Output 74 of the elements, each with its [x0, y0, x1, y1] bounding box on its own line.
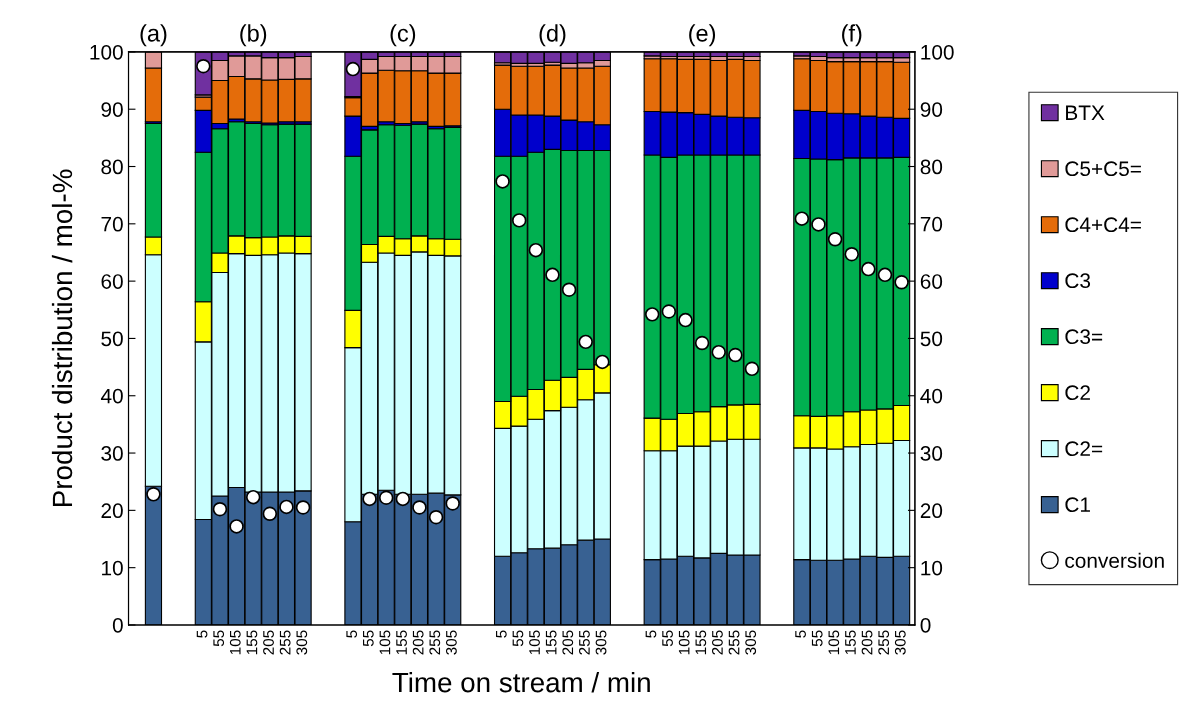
- text: (e): [689, 24, 716, 47]
- y-tick-label: 80: [101, 159, 123, 175]
- y2-tick-label: 20: [920, 503, 943, 519]
- x-tick-label: 205: [712, 630, 723, 655]
- x-tick-label: 55: [363, 630, 374, 647]
- x-axis-title: Time on stream / min: [392, 671, 650, 693]
- x-tick-label: 305: [745, 630, 757, 655]
- y2-tick-label: 90: [920, 102, 943, 117]
- x-tick-label: 255: [579, 630, 590, 655]
- x-tick-label: 105: [229, 630, 241, 655]
- y-tick-label: 100: [90, 44, 123, 60]
- y2-tick-label: 10: [921, 560, 943, 576]
- x-tick-label: 155: [545, 630, 557, 655]
- x-tick-label: 5: [196, 630, 208, 638]
- legend-label: C2: [1065, 385, 1090, 401]
- x-tick-label: 5: [346, 630, 358, 638]
- x-tick-label: 5: [795, 630, 806, 638]
- legend-label: BTX: [1066, 105, 1105, 120]
- y-tick-label: 50: [101, 331, 123, 347]
- y2-tick-label: 80: [920, 159, 943, 175]
- x-tick-label: 255: [728, 630, 740, 655]
- x-tick-label: 305: [296, 630, 308, 655]
- legend-label: C4+C4=: [1065, 217, 1141, 233]
- x-tick-label: 105: [529, 630, 540, 655]
- text: (d): [539, 24, 566, 47]
- x-tick-label: 5: [645, 630, 657, 638]
- y2-tick-label: 40: [920, 388, 943, 404]
- x-tick-label: 55: [213, 630, 225, 647]
- y-axis-title: Product distribution / mol-%: [51, 169, 73, 506]
- x-tick-label: 155: [396, 630, 407, 655]
- text: (c): [390, 24, 416, 47]
- y-tick-label: 10: [102, 560, 123, 576]
- x-tick-label: 105: [678, 630, 690, 655]
- x-tick-label: 55: [811, 630, 823, 647]
- x-tick-label: 255: [429, 630, 441, 655]
- x-tick-label: 5: [496, 630, 507, 638]
- y-tick-label: 30: [101, 446, 123, 461]
- text: (a): [140, 24, 167, 47]
- y-tick-label: 20: [101, 503, 123, 519]
- legend-label: conversion: [1065, 552, 1164, 569]
- x-tick-label: 55: [512, 630, 524, 647]
- y-tick-label: 60: [101, 274, 123, 289]
- x-tick-label: 305: [445, 630, 457, 655]
- y-tick-label: 0: [112, 617, 123, 633]
- x-tick-label: 255: [279, 630, 291, 655]
- x-tick-label: 305: [894, 630, 906, 655]
- x-tick-label: 255: [878, 630, 890, 655]
- legend-label: C3: [1065, 273, 1091, 289]
- x-tick-label: 205: [263, 630, 274, 655]
- legend-label: C5+C5=: [1065, 161, 1141, 177]
- x-tick-label: 155: [845, 630, 856, 655]
- y2-tick-label: 100: [921, 44, 954, 60]
- x-tick-label: 155: [695, 630, 707, 655]
- y-tick-label: 70: [101, 216, 123, 232]
- legend-label: C3=: [1065, 329, 1103, 345]
- x-tick-label: 305: [595, 630, 607, 655]
- legend-label: C1: [1065, 497, 1090, 513]
- y2-tick-label: 30: [920, 446, 943, 461]
- x-tick-label: 205: [861, 630, 873, 655]
- y-tick-label: 90: [101, 102, 123, 117]
- y2-tick-label: 60: [920, 274, 943, 289]
- x-tick-label: 155: [246, 630, 258, 655]
- x-tick-label: 105: [379, 630, 391, 655]
- x-tick-label: 55: [662, 630, 673, 647]
- y2-tick-label: 50: [920, 331, 943, 347]
- text: (b): [240, 24, 267, 47]
- y-tick-label: 40: [100, 388, 123, 404]
- legend-label: C2=: [1065, 441, 1103, 457]
- y2-tick-label: 70: [920, 216, 943, 232]
- x-tick-label: 105: [828, 630, 840, 655]
- x-tick-label: 205: [562, 630, 574, 655]
- text: (f): [842, 24, 862, 47]
- y2-tick-label: 0: [920, 617, 931, 633]
- x-tick-label: 205: [412, 630, 424, 655]
